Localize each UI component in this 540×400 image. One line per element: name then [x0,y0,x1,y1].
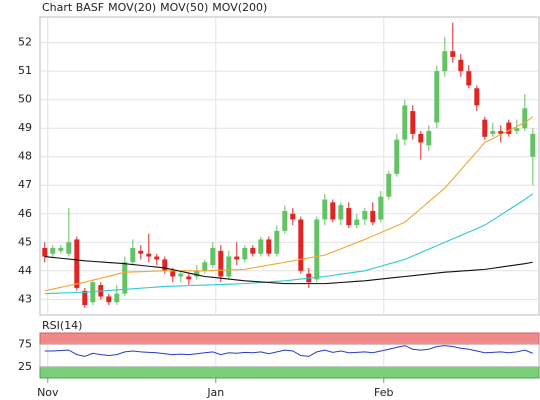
candle-body [282,210,288,231]
candle-body [338,205,344,220]
x-tick-label: Feb [374,386,393,399]
candle-body [90,282,96,303]
candle-body [226,256,232,277]
candle-body [274,230,280,254]
candle-body [506,122,512,134]
candle-body [378,196,384,220]
legend-entry: MOV(50) [160,1,208,14]
candle-body [250,247,256,254]
candle-body [458,59,464,72]
candle-body [154,256,160,260]
y-tick-label: 47 [18,178,32,191]
candle-body [298,219,304,271]
moving-average-line [44,193,534,295]
candle-body [194,270,200,277]
x-tick-label: Nov [37,386,59,399]
candle-body [178,273,184,277]
legend-title: Chart BASF [42,1,104,14]
candle-body [290,213,296,220]
candle-body [82,290,88,306]
x-tick-label: Jan [206,386,224,399]
y-tick-label: 50 [18,93,32,106]
candle-body [498,131,504,134]
candle-body [218,250,224,277]
moving-average-line [44,116,534,292]
panel-title: RSI(14) [42,319,82,332]
candle-body [354,219,360,226]
candle-body [482,119,488,137]
candle-body [362,210,368,220]
candle-body [50,247,56,254]
candle-body [42,247,48,257]
legend-entry: MOV(200) [212,1,267,14]
y-tick-label: 43 [18,292,32,305]
candle-body [474,88,480,106]
candle-body [370,210,376,223]
y-tick-label: 49 [18,121,32,134]
candle-body [170,270,176,277]
candle-body [418,133,424,143]
candle-body [210,247,216,266]
candle-body [442,51,448,72]
legend: Chart BASF MOV(20) MOV(50) MOV(200) [42,1,267,14]
candle-body [162,259,168,271]
candle-body [522,108,528,129]
overbought-band [39,332,540,345]
candle-body [530,133,536,157]
candle-body [466,71,472,86]
y-tick-label: 44 [18,264,32,277]
candle-body [434,71,440,123]
candle-body [186,276,192,280]
legend-entry: MOV(20) [108,1,156,14]
candle-body [66,242,72,254]
candle-body [402,105,408,140]
candle-body [74,239,80,288]
candle-body [490,131,496,134]
candle-body [346,208,352,226]
candle-body [322,199,328,220]
candle-body [58,247,64,251]
oversold-band [39,366,540,379]
candle-body [138,250,144,254]
rsi-line [44,345,533,357]
candle-body [514,128,520,132]
y-tick-label: 52 [18,36,32,49]
y-tick-label: 25 [18,360,32,373]
y-tick-label: 75 [18,337,32,350]
candle-body [130,247,136,263]
candle-body [234,256,240,260]
y-tick-label: 48 [18,150,32,163]
candle-body [114,293,120,303]
candle-body [426,131,432,146]
candle-body [146,253,152,257]
candle-body [258,239,264,254]
candle-body [386,173,392,197]
candle-body [122,262,128,294]
candle-body [106,296,112,303]
candle-body [314,219,320,280]
y-tick-label: 51 [18,64,32,77]
candle-body [202,262,208,271]
candle-body [394,139,400,174]
candle-body [450,51,456,57]
candle-body [410,111,416,134]
candle-body [242,247,248,260]
candle-body [330,202,336,220]
moving-average-line [44,255,533,285]
y-tick-label: 45 [18,235,32,248]
candle-body [266,239,272,254]
y-tick-label: 46 [18,207,32,220]
